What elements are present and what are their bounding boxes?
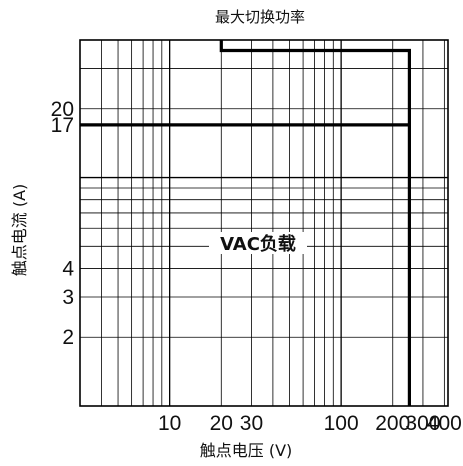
y-tick-label: 4 bbox=[62, 257, 74, 280]
x-tick-label: 300 bbox=[405, 412, 440, 435]
grid bbox=[80, 40, 448, 406]
y-tick-label: 2 bbox=[62, 326, 74, 349]
series-layer bbox=[80, 40, 411, 406]
series-line-1 bbox=[80, 123, 411, 406]
x-tick-label: 200 bbox=[375, 412, 410, 435]
annotation-background bbox=[209, 232, 307, 254]
y-axis-label: 触点电流 (A) bbox=[10, 184, 29, 277]
x-tick-label: 100 bbox=[324, 412, 359, 435]
y-tick-label: 17 bbox=[51, 114, 74, 137]
series-line-2 bbox=[219, 40, 411, 125]
x-tick-label: 10 bbox=[158, 412, 181, 435]
x-tick-label: 20 bbox=[210, 412, 233, 435]
y-tick-label: 20 bbox=[51, 98, 74, 121]
annotation-vac-load: VAC负载 bbox=[220, 233, 296, 255]
x-axis-label: 触点电压 (V) bbox=[200, 441, 293, 460]
plot-frame bbox=[79, 39, 449, 407]
y-tick-label: 3 bbox=[62, 286, 74, 309]
chart-title: 最大切换功率 bbox=[215, 8, 305, 26]
x-tick-label: 30 bbox=[240, 412, 263, 435]
x-tick-label: 400 bbox=[427, 412, 462, 435]
